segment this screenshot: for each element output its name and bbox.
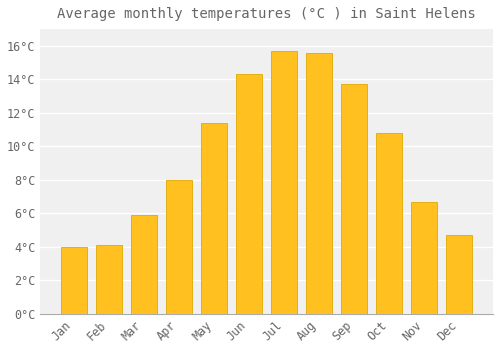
Bar <box>201 123 228 314</box>
Bar <box>411 202 438 314</box>
Bar <box>376 133 402 314</box>
Bar <box>446 235 472 314</box>
Bar <box>61 247 87 314</box>
Bar <box>271 51 297 314</box>
Bar <box>341 84 367 314</box>
Bar <box>166 180 192 314</box>
Bar <box>306 52 332 314</box>
Bar <box>131 215 157 314</box>
Title: Average monthly temperatures (°C ) in Saint Helens: Average monthly temperatures (°C ) in Sa… <box>58 7 476 21</box>
Bar <box>236 74 262 314</box>
Bar <box>96 245 122 314</box>
